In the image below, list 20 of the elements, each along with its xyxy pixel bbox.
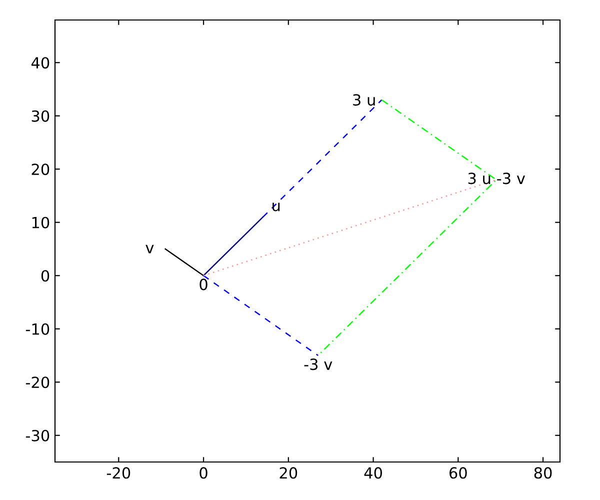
annotation: u (272, 202, 280, 212)
y-tick-label: 10 (32, 216, 50, 228)
x-tick-label: 60 (450, 467, 467, 479)
annotation: -3 v (304, 358, 332, 370)
annotation: 3 u (353, 94, 375, 106)
y-tick-label: -10 (26, 323, 50, 335)
y-tick-label: -20 (26, 376, 50, 388)
annotation: 0 (200, 278, 208, 290)
x-tick-label: 40 (364, 467, 382, 479)
x-tick-label: 20 (280, 467, 298, 479)
y-tick-label: 40 (31, 57, 50, 69)
annotation: 3 u -3 v (468, 172, 526, 184)
y-tick-label: 20 (32, 164, 50, 176)
annotation: v (146, 244, 154, 254)
y-tick-label: 0 (41, 270, 50, 282)
x-tick-label: -20 (106, 467, 130, 479)
y-tick-label: 30 (32, 110, 50, 122)
x-tick-label: 0 (200, 467, 208, 479)
x-tick-label: 80 (534, 467, 552, 479)
y-tick-label: -30 (26, 430, 50, 442)
